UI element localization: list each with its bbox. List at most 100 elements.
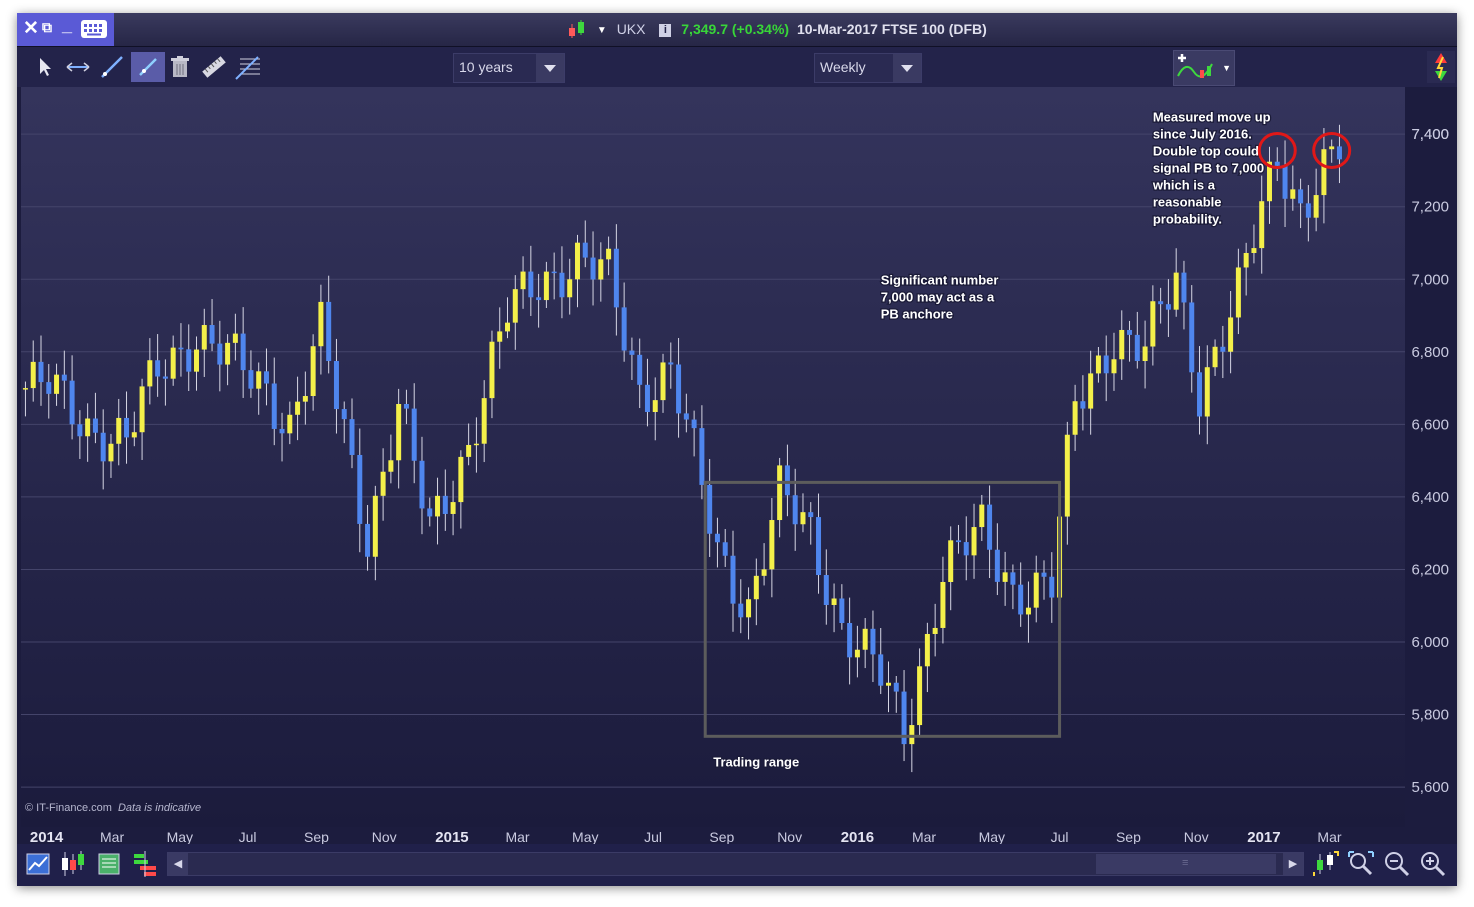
x-tick-label: May — [572, 829, 598, 844]
candle-body — [559, 272, 565, 298]
time-range-select[interactable]: 10 years — [453, 53, 565, 83]
zoom-out-button[interactable] — [1383, 850, 1411, 878]
symbol-label: UKX — [616, 21, 646, 38]
scroll-thumb[interactable]: ≡ — [1096, 854, 1276, 874]
delete-tool[interactable] — [165, 52, 195, 82]
candle-body — [971, 527, 977, 556]
auto-scale-button[interactable] — [1312, 850, 1340, 878]
chart-annotation: Measured move up since July 2016. Double t… — [1152, 109, 1271, 226]
x-tick-label: Jul — [644, 829, 662, 844]
candle-body — [85, 418, 91, 437]
candlestick-icon[interactable] — [567, 19, 591, 42]
candle-body — [1150, 301, 1156, 347]
x-tick-label: Nov — [372, 829, 397, 844]
candle-body — [1204, 367, 1210, 417]
candle-body — [917, 666, 923, 726]
draw-line-tool[interactable] — [131, 52, 165, 82]
candle-body — [1228, 317, 1234, 352]
candle-body — [1080, 401, 1086, 409]
candle-body — [38, 361, 44, 383]
candle-body — [963, 542, 969, 556]
candle-body — [714, 533, 720, 543]
pointer-tool[interactable] — [29, 52, 59, 82]
candle-body — [388, 460, 394, 472]
pointer-icon — [40, 58, 51, 76]
chart-type-dropdown-icon[interactable]: ▼ — [596, 25, 607, 36]
candle-body — [722, 542, 728, 556]
annotation-line: PB anchore — [881, 307, 953, 322]
candle-body — [1298, 189, 1304, 204]
candle-body — [1049, 576, 1055, 598]
close-icon[interactable]: ✕ — [23, 18, 39, 39]
candle-body — [955, 540, 961, 543]
candle-body — [847, 623, 853, 658]
restore-icon[interactable]: ⧉ — [42, 19, 52, 35]
candle-body — [1064, 434, 1070, 517]
candle-body — [629, 350, 635, 355]
x-tick-label: Jul — [239, 829, 257, 844]
chart-area[interactable]: 7,200 7,000 6,800 6,600 6,400 6,200 6,000 5,800… — [17, 87, 1457, 846]
x-tick-label: 2016 — [841, 829, 874, 844]
candle-body — [870, 628, 876, 655]
candle-body — [131, 432, 137, 438]
time-scrollbar[interactable]: ◀ ≡ ▶ — [167, 852, 1304, 876]
candle-body — [193, 349, 199, 372]
candle-body — [862, 628, 868, 650]
annotation-line: since July 2016. — [1153, 126, 1252, 141]
trend-line-tool[interactable] — [97, 52, 127, 82]
candle-body — [613, 248, 619, 308]
candle-body — [1181, 272, 1187, 303]
candle-body — [987, 504, 993, 550]
chevron-down-icon[interactable] — [893, 54, 921, 82]
minimize-icon[interactable]: _ — [62, 15, 73, 35]
candle-body — [116, 417, 122, 444]
candle-body — [108, 443, 114, 462]
candle-body — [396, 403, 402, 461]
y-tick-label: 7,200 — [1411, 199, 1449, 216]
chart-annotation: Significant number 7,000 may act as a PB a… — [881, 273, 999, 322]
horizontal-line-tool[interactable] — [63, 52, 93, 82]
candle-body — [77, 424, 83, 437]
candle-body — [598, 259, 604, 280]
candle-body — [839, 598, 845, 624]
data-table-button[interactable] — [95, 850, 123, 878]
signal-button[interactable] — [1427, 51, 1455, 83]
candle-body — [792, 495, 798, 525]
indicators-button[interactable]: ▼ — [1173, 50, 1235, 86]
candle-body — [380, 471, 386, 496]
candle-body — [979, 504, 985, 528]
interval-select[interactable]: Weekly — [814, 53, 922, 83]
candle-body — [769, 520, 775, 570]
zoom-fit-button[interactable] — [1347, 850, 1375, 878]
chart-settings-button[interactable] — [25, 850, 53, 878]
candle-body — [217, 343, 223, 365]
chart-window: ✕ ⧉ _ ▼ UKX i 7,349.7 (+0.34%) 10-Mar-20… — [17, 13, 1457, 886]
chevron-down-icon[interactable] — [536, 54, 564, 82]
keyboard-icon[interactable] — [81, 20, 107, 38]
candle-body — [1173, 272, 1179, 310]
candle-body — [333, 361, 339, 410]
candle-body — [1243, 252, 1249, 268]
info-icon[interactable]: i — [659, 24, 672, 37]
candles-button[interactable] — [59, 850, 87, 878]
candle-body — [497, 331, 503, 342]
ruler-tool[interactable] — [199, 52, 229, 82]
fibonacci-tool[interactable] — [233, 52, 263, 82]
y-tick-label: 5,600 — [1411, 779, 1449, 796]
candle-body — [201, 325, 207, 350]
scroll-left-icon[interactable]: ◀ — [168, 853, 188, 875]
volume-button[interactable] — [131, 850, 159, 878]
candle-body — [225, 342, 231, 365]
candle-body — [403, 403, 409, 409]
credit-note: Data is indicative — [118, 802, 201, 814]
x-tick-label: 2017 — [1247, 829, 1280, 844]
candle-body — [909, 725, 915, 745]
candle-body — [683, 413, 689, 420]
price-chart[interactable]: 7,200 7,000 6,800 6,600 6,400 6,200 6,000 5,800… — [17, 87, 1457, 846]
candle-body — [831, 598, 837, 605]
annotation-line: Double top could — [1153, 143, 1259, 158]
chevron-down-icon[interactable]: ▼ — [1222, 63, 1231, 73]
candle-body — [652, 400, 658, 413]
zoom-in-button[interactable] — [1419, 850, 1447, 878]
scroll-right-icon[interactable]: ▶ — [1283, 853, 1303, 875]
